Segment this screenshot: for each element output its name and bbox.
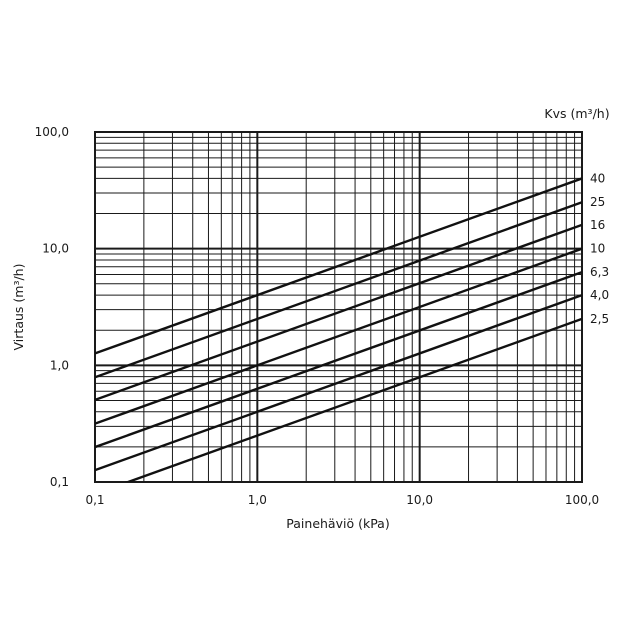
series-line-kvs-40 (95, 177, 582, 355)
y-tick-label: 100,0 (35, 125, 69, 139)
series-line-kvs-16 (95, 223, 582, 401)
series-label-kvs-10: 10 (590, 242, 605, 256)
x-tick-label: 1,0 (248, 493, 267, 507)
series-line-kvs-2-5 (124, 317, 582, 482)
legend-title: Kvs (m³/h) (544, 106, 609, 121)
series-line-kvs-10 (95, 247, 582, 425)
y-tick-label: 1,0 (50, 358, 69, 372)
series-lines (95, 177, 582, 482)
x-axis-title: Painehäviö (kPa) (286, 516, 389, 531)
plot-frame (94, 131, 583, 483)
series-label-kvs-40: 40 (590, 171, 605, 185)
x-tick-label: 0,1 (85, 493, 104, 507)
series-label-kvs-6-3: 6,3 (590, 265, 609, 279)
series-label-kvs-25: 25 (590, 195, 605, 209)
grid (94, 131, 583, 483)
series-line-kvs-6-3 (95, 270, 582, 449)
y-axis-title: Virtaus (m³/h) (11, 264, 26, 351)
x-tick-label: 100,0 (565, 493, 599, 507)
y-tick-label: 10,0 (42, 242, 69, 256)
x-tick-labels: 0,1 1,0 10,0 100,0 (85, 493, 599, 507)
series-label-kvs-16: 16 (590, 218, 605, 232)
series-label-kvs-4-0: 4,0 (590, 288, 609, 302)
y-tick-labels: 0,1 1,0 10,0 100,0 (35, 125, 69, 489)
series-line-kvs-25 (95, 201, 582, 379)
series-labels: 40 25 16 10 6,3 4,0 2,5 (590, 171, 609, 325)
series-label-kvs-2-5: 2,5 (590, 312, 609, 326)
series-line-kvs-4-0 (95, 293, 582, 472)
y-tick-label: 0,1 (50, 475, 69, 489)
x-tick-label: 10,0 (406, 493, 433, 507)
